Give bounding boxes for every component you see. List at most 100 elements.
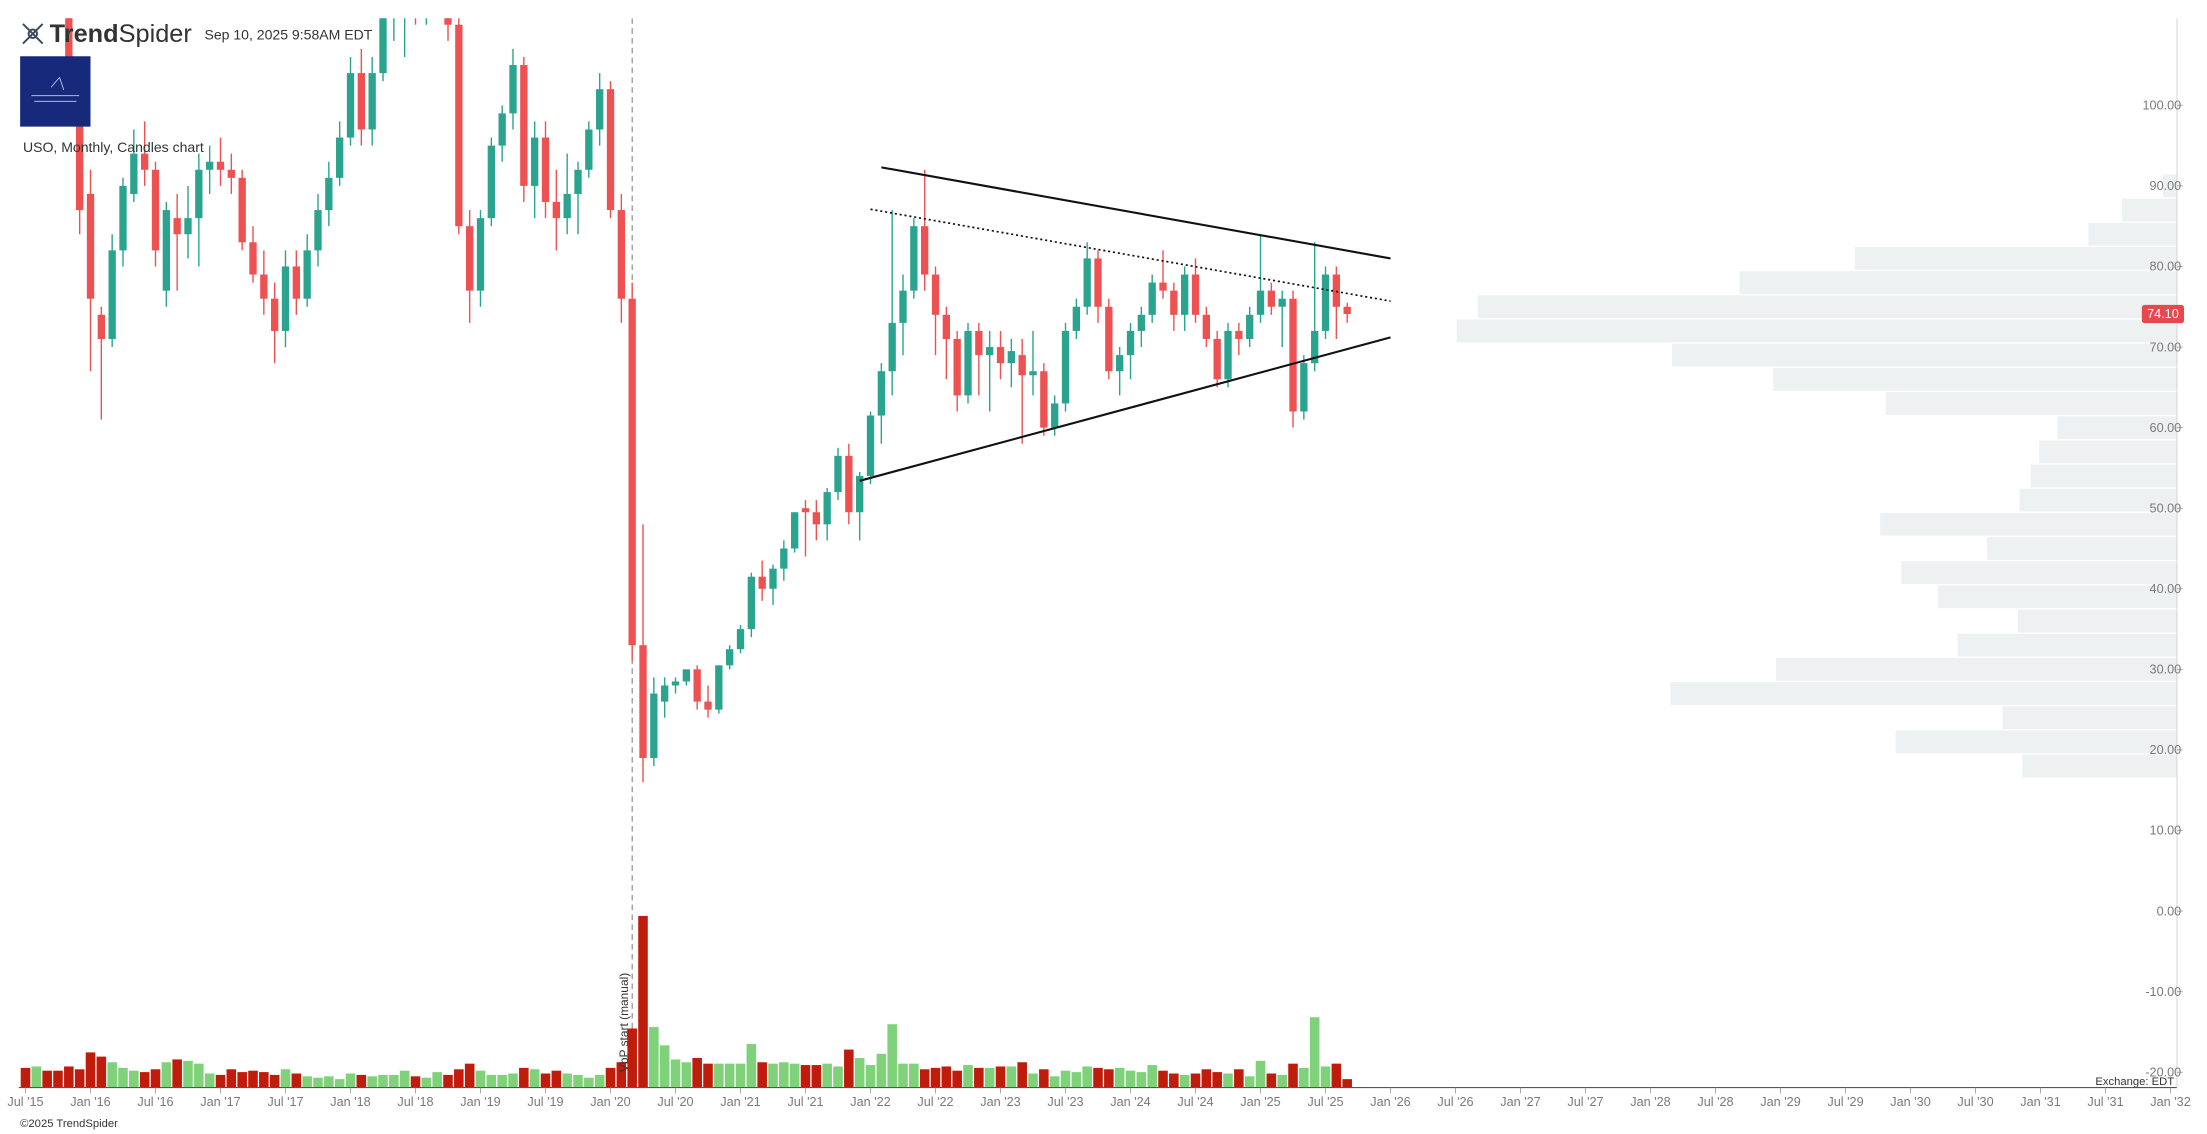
- x-tick-label: Jul '31: [2087, 1095, 2123, 1109]
- volume-bar: [898, 1063, 908, 1088]
- candle-body: [1235, 330, 1243, 339]
- candle-body: [650, 693, 658, 759]
- volume-bar: [540, 1073, 551, 1088]
- brand-icon: [22, 23, 44, 45]
- candle-body: [628, 298, 636, 646]
- volume-bar: [1071, 1072, 1082, 1088]
- volume-bar: [1169, 1073, 1179, 1088]
- volume-bar: [1082, 1066, 1092, 1088]
- candle-body: [964, 330, 972, 396]
- volume-bar: [1277, 1074, 1287, 1088]
- volume-bar: [757, 1062, 767, 1088]
- volume-bar: [204, 1073, 215, 1088]
- volume-bar: [681, 1062, 692, 1088]
- candle-body: [97, 314, 105, 339]
- volume-bar: [248, 1070, 258, 1088]
- candle-body: [108, 250, 116, 339]
- volume-bar: [107, 1062, 117, 1088]
- candle-body: [1018, 355, 1026, 376]
- candle-body: [1072, 306, 1081, 331]
- volume-bar: [118, 1067, 128, 1088]
- candle-body: [184, 218, 192, 235]
- volume-bar: [497, 1074, 507, 1088]
- volume-bar: [1104, 1069, 1114, 1088]
- volume-bar: [1234, 1069, 1244, 1088]
- candle-body: [780, 548, 788, 569]
- candle-body: [1094, 258, 1102, 307]
- volume-bar: [1114, 1067, 1125, 1088]
- x-tick-label: Jul '21: [787, 1095, 823, 1109]
- candle-body: [617, 210, 625, 299]
- candle-body: [1213, 338, 1221, 380]
- volume-bar: [302, 1076, 312, 1088]
- profile-bar: [1773, 367, 2178, 391]
- candle-body: [769, 568, 777, 589]
- x-tick-label: Jul '28: [1697, 1095, 1733, 1109]
- volume-bar: [1158, 1070, 1168, 1088]
- candle-body: [531, 137, 539, 186]
- last-price-label: 74.10: [2147, 307, 2179, 321]
- x-tick-label: Jan '16: [70, 1095, 110, 1109]
- volume-bar: [822, 1063, 832, 1088]
- candle-body: [1278, 298, 1286, 307]
- volume-bar: [529, 1069, 540, 1088]
- x-tick-label: Jan '18: [330, 1095, 370, 1109]
- volume-bar: [789, 1063, 800, 1088]
- candle-body: [736, 629, 745, 650]
- volume-bar: [616, 1062, 627, 1088]
- volume-bar: [876, 1053, 887, 1088]
- candle-body: [281, 266, 290, 331]
- volume-bar: [800, 1065, 811, 1088]
- volume-bar: [974, 1067, 984, 1088]
- candle-body: [390, 9, 397, 17]
- volume-bar: [638, 915, 648, 1088]
- x-tick-label: Jul '29: [1827, 1095, 1863, 1109]
- volume-bar: [345, 1073, 356, 1088]
- candle-body: [303, 250, 311, 299]
- x-tick-label: Jul '22: [917, 1095, 953, 1109]
- candle-body: [401, 0, 408, 9]
- candle-body: [834, 455, 842, 493]
- y-tick-label: 100.00: [2143, 99, 2182, 113]
- volume-bar: [42, 1070, 52, 1088]
- volume-bar: [53, 1070, 63, 1088]
- volume-bar: [324, 1076, 334, 1088]
- candle-body: [368, 73, 376, 130]
- y-tick-label: 80.00: [2150, 260, 2182, 274]
- profile-bar: [2088, 222, 2178, 246]
- candle-body: [1256, 290, 1265, 315]
- trendline: [870, 208, 1391, 302]
- profile-bar: [2019, 488, 2178, 512]
- candle-body: [1246, 314, 1254, 339]
- profile-bar: [1901, 561, 2178, 585]
- profile-bar: [1987, 537, 2178, 560]
- trendline: [859, 336, 1391, 482]
- x-tick-label: Jan '23: [980, 1095, 1020, 1109]
- volume-bar: [952, 1070, 962, 1088]
- x-tick-label: Jan '19: [460, 1095, 500, 1109]
- candle-body: [173, 218, 181, 235]
- candle-body: [986, 347, 994, 356]
- candle-body: [1267, 290, 1276, 307]
- volume-bar: [1331, 1063, 1342, 1088]
- volume-bar: [919, 1069, 930, 1088]
- volume-bar: [584, 1077, 594, 1088]
- x-tick-label: Jul '15: [7, 1095, 43, 1109]
- candle-body: [1343, 306, 1351, 315]
- volume-bar: [703, 1063, 713, 1088]
- candle-body: [1148, 282, 1156, 315]
- candle-body: [238, 177, 246, 243]
- volume-bar: [334, 1079, 345, 1088]
- volume-bar: [237, 1072, 247, 1088]
- volume-bar: [1006, 1066, 1017, 1088]
- volume-bar: [649, 1027, 659, 1088]
- volume-bar: [1244, 1076, 1255, 1088]
- x-tick-label: Jul '18: [397, 1095, 433, 1109]
- candle-body: [1300, 363, 1308, 412]
- candle-body: [141, 153, 149, 170]
- volume-bar: [844, 1049, 854, 1088]
- timestamp: Sep 10, 2025 9:58AM EDT: [204, 26, 372, 42]
- y-tick-label: -20.00: [2145, 1065, 2181, 1079]
- y-tick-label: 60.00: [2150, 421, 2182, 435]
- candle-body: [704, 701, 712, 710]
